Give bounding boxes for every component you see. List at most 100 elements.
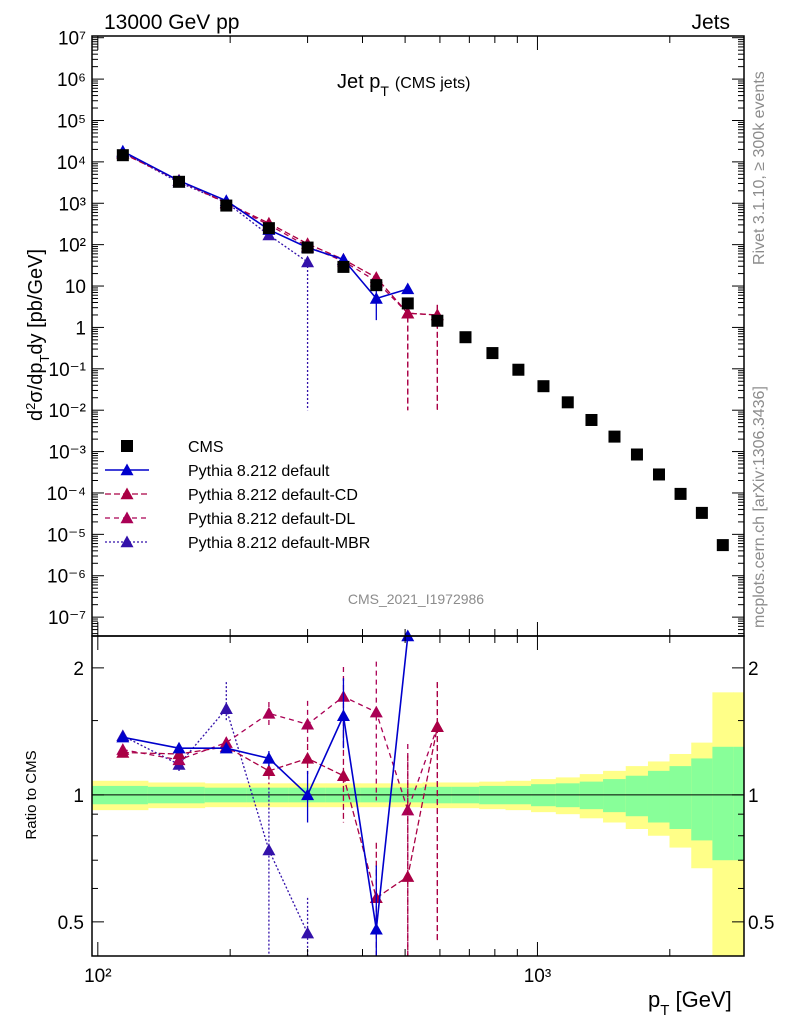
ratio-y-tick-label-right: 2 [748, 659, 759, 680]
ratio-inner-band [603, 779, 627, 813]
chart-title-sub: T [380, 83, 389, 99]
ratio-default-point [262, 751, 276, 764]
main-y-tick-label: 1 [75, 318, 86, 339]
ratio-inner-band [625, 775, 649, 817]
chart-title-note: (CMS jets) [395, 75, 471, 92]
ratio-inner-band [579, 781, 604, 810]
ratio-inner-band [647, 770, 671, 823]
ratio-default-point [116, 730, 130, 743]
rivet-version-label: Rivet 3.1.10, ≥ 300k events [751, 71, 768, 265]
main-cms-point [301, 241, 314, 254]
legend-marker-mbr [120, 535, 134, 548]
ratio-cd-point [262, 764, 276, 777]
ratio-plot-frame [91, 635, 745, 957]
ratio-cd-point [401, 870, 415, 882]
main-y-tick-label: 10⁻² [49, 401, 87, 422]
ratio-y-axis-label: Ratio to CMS [23, 750, 40, 839]
legend-entry-label: Pythia 8.212 default [188, 463, 330, 480]
main-cms-point [262, 222, 275, 235]
ratio-cd-line [122, 726, 439, 899]
ratio-default-point [219, 741, 233, 754]
legend-marker-dl [120, 511, 134, 524]
header-jets-label: Jets [691, 11, 730, 34]
main-cms-point [716, 539, 729, 552]
main-y-tick-label: 10⁶ [57, 70, 86, 91]
main-cms-point [537, 380, 550, 393]
ratio-inner-band [669, 766, 692, 830]
ratio-y-tick-label: 0.5 [58, 913, 84, 934]
main-cms-point [220, 199, 233, 212]
main-default-line [122, 150, 409, 300]
main-cms-point [512, 363, 525, 376]
main-mbr-point [301, 255, 315, 268]
main-y-tick-label: 10⁻³ [49, 443, 87, 464]
main-y-tick-label: 10 [65, 277, 86, 298]
ratio-y-tick-label-right: 1 [748, 786, 759, 807]
ratio-dl-point [262, 706, 276, 719]
main-cms-point [486, 347, 499, 360]
main-y-tick-label: 10⁷ [58, 29, 86, 50]
main-y-tick-label: 10⁻⁵ [47, 525, 86, 546]
ratio-dl-point [301, 717, 315, 730]
ratio-inner-band [733, 746, 745, 861]
ratio-cd-point [301, 751, 315, 764]
main-y-tick-label: 10⁵ [57, 111, 86, 132]
main-cms-point [173, 175, 186, 188]
legend-entry-label: Pythia 8.212 default-MBR [188, 535, 370, 552]
ratio-dl-point [172, 753, 186, 766]
analysis-watermark: CMS_2021_I1972986 [348, 591, 484, 607]
main-y-tick-label: 10² [59, 236, 86, 257]
ratio-default-point [336, 709, 350, 721]
ratio-cd-point [336, 769, 350, 781]
ratio-y-tick-label: 1 [73, 786, 84, 807]
main-cms-point [608, 430, 621, 443]
ratio-default-line [122, 635, 409, 930]
ratio-default-point [369, 922, 383, 935]
main-cms-point [116, 149, 129, 162]
ratio-mbr-point [301, 926, 315, 939]
ratio-cd-point [430, 720, 444, 732]
header-process-label: 13000 GeV pp [104, 11, 239, 34]
main-cd-point [401, 306, 415, 319]
legend-entry-label: CMS [188, 439, 224, 456]
main-cms-point [337, 260, 350, 273]
ratio-y-tick-label-right: 0.5 [748, 913, 774, 934]
chart-title-main: Jet p [337, 71, 380, 93]
main-cms-point [459, 331, 472, 344]
main-mbr-line [122, 151, 308, 263]
ratio-inner-band [691, 758, 713, 841]
main-y-tick-label: 10⁴ [57, 153, 86, 174]
main-default-point [401, 282, 415, 295]
ratio-mbr-point [219, 702, 233, 714]
ratio-mbr-point [262, 843, 276, 856]
main-cms-point [431, 314, 444, 327]
main-y-tick-label: 10⁻⁶ [47, 567, 86, 588]
main-cms-point [585, 413, 598, 426]
main-cms-point [674, 487, 687, 500]
main-cms-point [695, 506, 708, 519]
legend-entry-label: Pythia 8.212 default-CD [188, 487, 358, 504]
x-axis-label: pT [GeV] [648, 987, 732, 1019]
legend-entry-label: Pythia 8.212 default-DL [188, 511, 355, 528]
x-tick-label: 10³ [524, 966, 551, 987]
main-y-tick-label: 10⁻¹ [49, 360, 87, 381]
main-default-point [369, 291, 383, 304]
ratio-inner-band [712, 746, 734, 861]
main-y-tick-label: 10³ [59, 194, 86, 215]
ratio-default-point [172, 741, 186, 754]
legend-marker-default [120, 463, 134, 476]
main-y-tick-label: 10⁻⁷ [48, 608, 86, 629]
ratio-cd-point [116, 746, 130, 758]
main-cms-point [401, 297, 414, 310]
main-y-axis-label: d2σ/dpTdy [pb/GeV] [23, 249, 52, 421]
legend-marker-cms [121, 440, 133, 452]
x-tick-label: 10² [84, 966, 111, 987]
ratio-dl-point [369, 705, 383, 718]
main-y-tick-label: 10⁻⁴ [47, 484, 86, 505]
main-cms-point [630, 448, 643, 461]
ratio-y-tick-label: 2 [73, 659, 84, 680]
mcplots-credit-label: mcplots.cern.ch [arXiv:1306.3436] [751, 386, 768, 628]
chart-title: Jet pT (CMS jets) [337, 71, 470, 99]
main-cms-point [561, 396, 574, 409]
